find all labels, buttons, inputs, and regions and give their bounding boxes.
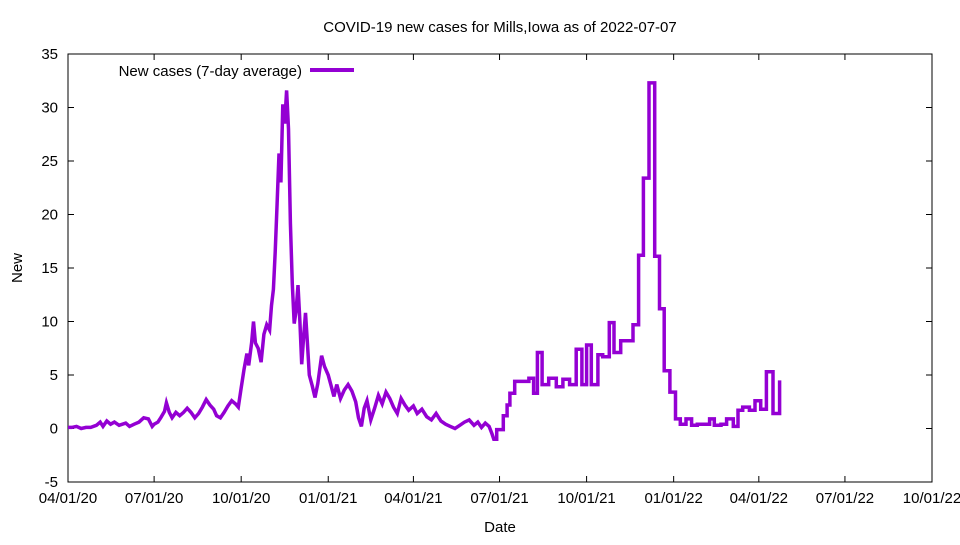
- x-tick-label: 10/01/20: [212, 490, 270, 507]
- series-line: [68, 81, 782, 441]
- x-tick-label: 01/01/21: [299, 490, 357, 507]
- x-tick-label: 04/01/21: [384, 490, 442, 507]
- x-tick-label: 07/01/21: [470, 490, 528, 507]
- y-tick-label: 10: [41, 314, 58, 331]
- x-axis-label: Date: [484, 519, 516, 536]
- plot-area-border: [67, 53, 933, 483]
- x-tick-label: 10/01/22: [903, 490, 960, 507]
- legend-entry-label: New cases (7-day average): [119, 63, 302, 80]
- y-tick-label: 30: [41, 100, 58, 117]
- chart-title: COVID-19 new cases for Mills,Iowa as of …: [323, 19, 677, 36]
- y-tick-label: 0: [50, 421, 58, 438]
- y-tick-label: 35: [41, 46, 58, 63]
- x-tick-label: 04/01/22: [730, 490, 788, 507]
- y-axis-label: New: [9, 253, 26, 283]
- x-axis-ticks: 04/01/20 07/01/20 10/01/20 01/01/21 04/01/21…: [39, 54, 960, 507]
- y-tick-label: 15: [41, 260, 58, 277]
- y-tick-label: -5: [45, 474, 58, 491]
- series-group: [68, 81, 782, 441]
- y-axis-ticks: -5 0 5 10 15 20 25 30 35: [41, 46, 932, 491]
- y-tick-label: 25: [41, 153, 58, 170]
- x-tick-label: 01/01/22: [644, 490, 702, 507]
- y-tick-label: 20: [41, 207, 58, 224]
- x-tick-label: 07/01/20: [125, 490, 183, 507]
- x-tick-label: 04/01/20: [39, 490, 97, 507]
- y-tick-label: 5: [50, 367, 58, 384]
- legend: New cases (7-day average): [119, 63, 354, 80]
- x-tick-label: 10/01/21: [557, 490, 615, 507]
- x-tick-label: 07/01/22: [816, 490, 874, 507]
